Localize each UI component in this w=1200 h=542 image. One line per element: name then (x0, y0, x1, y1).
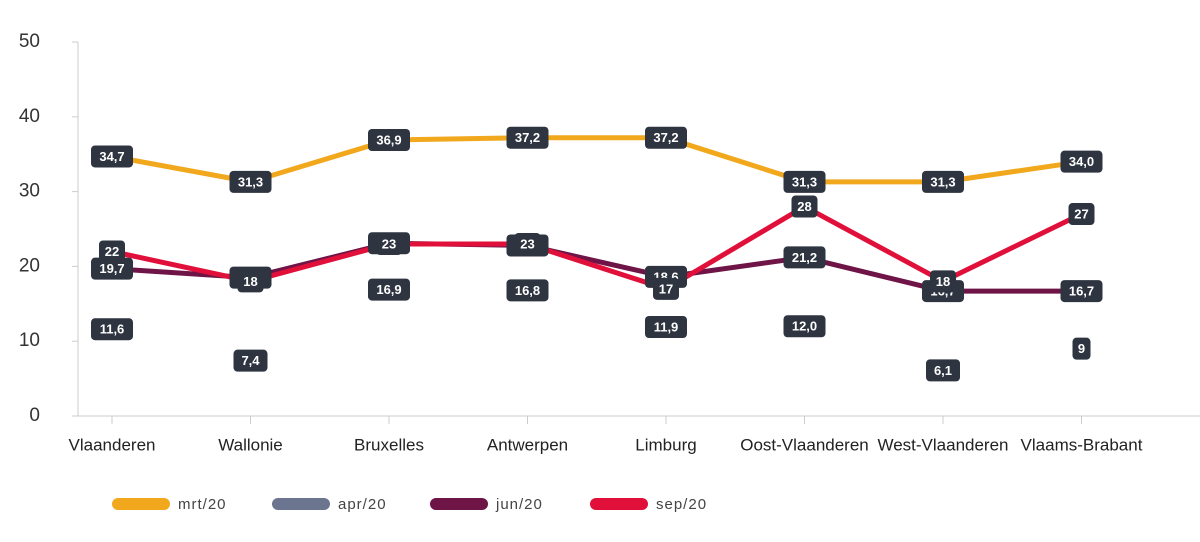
data-label-box (783, 246, 826, 269)
data-label: 27 (1074, 206, 1088, 221)
data-label: 31,3 (930, 174, 955, 189)
data-label-box (514, 232, 541, 255)
data-label: 36,9 (376, 132, 401, 147)
data-label-box (91, 257, 133, 280)
y-tick-label: 20 (19, 255, 40, 276)
data-label-box (1060, 280, 1103, 303)
legend-swatch (112, 498, 170, 510)
series-line (111, 204, 1083, 292)
data-label: 9 (1078, 341, 1085, 356)
x-tick-label: Oost-Vlaanderen (740, 435, 869, 454)
data-label-box (1072, 337, 1091, 360)
data-label: 18 (243, 274, 257, 289)
data-label: 16,9 (376, 282, 401, 297)
data-label-box (376, 232, 402, 255)
data-label: 34,0 (1069, 154, 1094, 169)
data-label-box (930, 270, 956, 293)
data-label: 31,3 (792, 174, 817, 189)
data-label-box (645, 315, 687, 338)
x-tick-label: Vlaanderen (69, 435, 156, 454)
data-label: 7,4 (241, 353, 260, 368)
y-tick-label: 30 (19, 181, 40, 202)
series-line (111, 135, 1082, 185)
data-label: 21,2 (792, 250, 817, 265)
data-label: 16,8 (515, 283, 540, 298)
data-label: 28 (797, 199, 811, 214)
legend-swatch (272, 498, 330, 510)
data-label-box (368, 128, 410, 151)
data-label-box (645, 126, 687, 149)
data-label-box (91, 318, 133, 341)
data-label: 18 (936, 274, 950, 289)
y-tick-label: 10 (19, 330, 40, 351)
data-label: 23 (382, 236, 396, 251)
legend-label: sep/20 (656, 496, 707, 513)
series-line (111, 240, 1082, 294)
data-label: 31,3 (238, 174, 263, 189)
data-label-box (229, 170, 272, 193)
data-label-box (99, 240, 125, 263)
data-label-box (1060, 150, 1103, 173)
data-label: 23 (520, 236, 534, 251)
data-label-box (506, 279, 549, 302)
x-tick-label: Antwerpen (487, 435, 568, 454)
data-label: 12,0 (792, 319, 817, 334)
data-label-box (922, 170, 964, 193)
data-label-box (368, 278, 410, 301)
data-label: 19,7 (99, 261, 124, 276)
data-label: 34,7 (99, 149, 124, 164)
x-tick-label: Limburg (635, 435, 696, 454)
legend-swatch (430, 498, 488, 510)
data-label: 6,1 (934, 363, 952, 378)
x-tick-label: West-Vlaanderen (877, 435, 1008, 454)
legend-label: apr/20 (338, 496, 387, 513)
data-label: 37,2 (515, 130, 540, 145)
y-tick-label: 50 (19, 31, 40, 52)
y-tick-label: 40 (19, 106, 40, 127)
data-label-box (237, 270, 264, 293)
data-label-box (91, 145, 133, 168)
data-label-box (233, 349, 268, 372)
x-tick-label: Bruxelles (354, 435, 424, 454)
legend-label: jun/20 (495, 496, 543, 513)
data-label: 22 (105, 244, 119, 259)
data-label: 16,7 (1069, 284, 1094, 299)
data-label-box (791, 195, 818, 218)
data-label: 37,2 (653, 130, 678, 145)
x-tick-label: Vlaams-Brabant (1021, 435, 1143, 454)
y-tick-label: 0 (29, 405, 40, 426)
data-label: 17 (659, 281, 673, 296)
data-label-box (506, 126, 549, 149)
data-label-box (783, 315, 826, 338)
legend-label: mrt/20 (178, 496, 227, 513)
data-label: 11,9 (654, 319, 679, 334)
x-tick-label: Wallonie (218, 435, 283, 454)
data-label-box (653, 277, 679, 300)
data-label-box (926, 359, 960, 382)
legend-swatch (590, 498, 648, 510)
data-label: 11,6 (100, 322, 125, 337)
data-label-box (783, 170, 826, 193)
data-label-box (1068, 203, 1095, 226)
